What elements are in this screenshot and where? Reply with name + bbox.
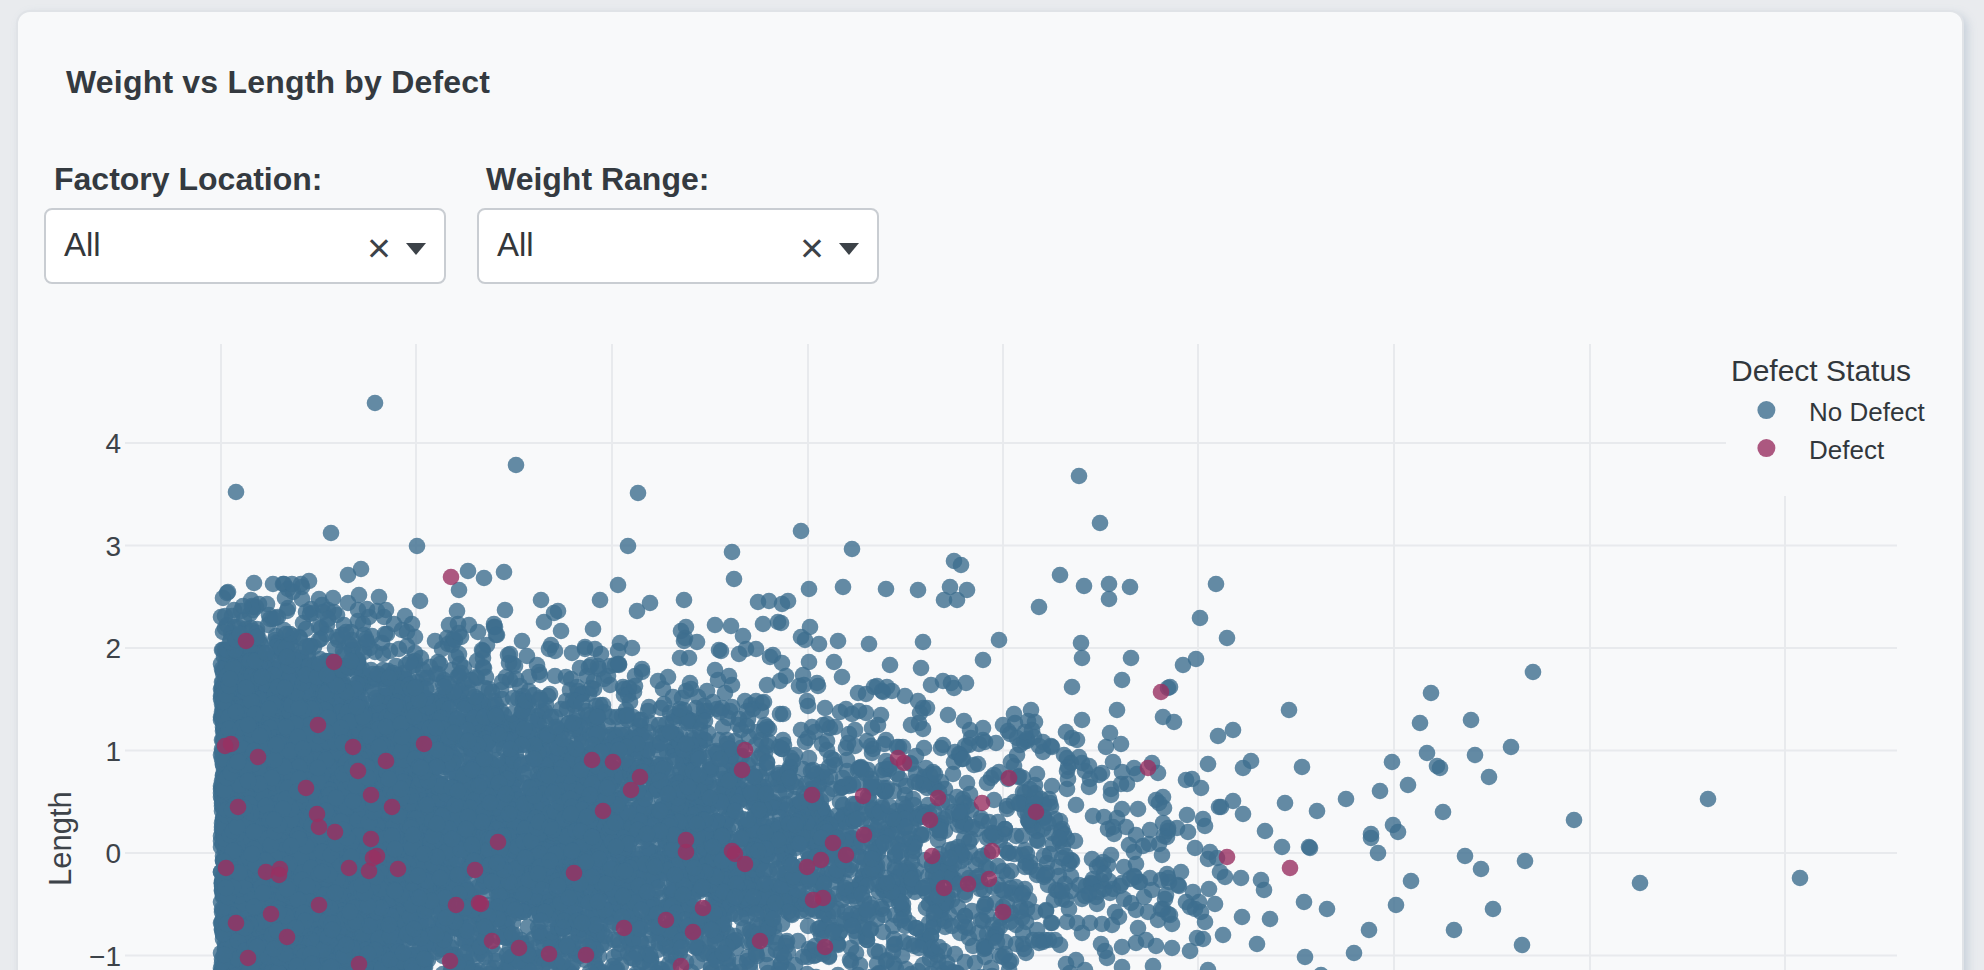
svg-text:1: 1 [105,736,121,767]
svg-text:0: 0 [105,838,121,869]
svg-text:−1: −1 [89,941,121,970]
svg-text:Length: Length [43,791,78,886]
svg-text:2: 2 [105,633,121,664]
svg-text:4: 4 [105,428,121,459]
svg-text:3: 3 [105,531,121,562]
svg-text:Defect: Defect [1809,435,1885,465]
svg-text:Defect Status: Defect Status [1731,354,1911,387]
svg-text:No Defect: No Defect [1809,397,1925,427]
